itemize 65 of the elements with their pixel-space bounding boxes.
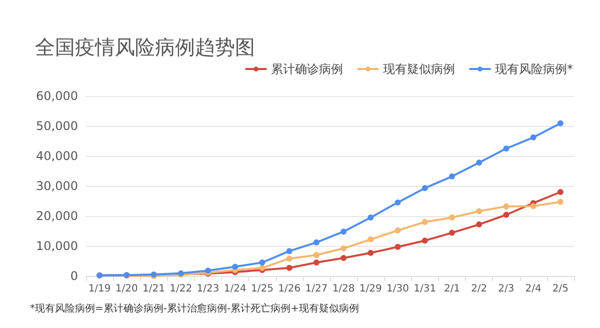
point xyxy=(557,189,564,195)
y-tick-label: 20,000 xyxy=(36,209,78,223)
x-tick-label: 1/27 xyxy=(305,284,328,294)
point xyxy=(530,203,536,210)
point xyxy=(232,264,238,270)
legend-label: 现有疑似病例 xyxy=(383,62,455,76)
point xyxy=(476,208,482,214)
y-tick-label: 40,000 xyxy=(36,149,78,163)
x-tick-label: 1/29 xyxy=(359,284,382,294)
chart-title: 全国疫情风险病例趋势图 xyxy=(35,35,255,59)
x-tick-label: 2/4 xyxy=(525,284,542,294)
point xyxy=(340,255,347,261)
point xyxy=(259,264,266,271)
x-tick-label: 2/1 xyxy=(444,284,460,294)
legend-label: 现有风险病例* xyxy=(495,62,573,76)
point xyxy=(313,260,320,266)
y-tick-label: 10,000 xyxy=(36,239,78,253)
x-tick-label: 1/23 xyxy=(196,284,220,294)
x-tick-label: 2/5 xyxy=(552,284,568,294)
point xyxy=(368,250,374,256)
point xyxy=(394,227,401,234)
point xyxy=(503,146,510,152)
x-tick-label: 1/21 xyxy=(142,284,166,294)
point xyxy=(286,248,292,254)
x-tick-label: 1/28 xyxy=(332,284,355,294)
point xyxy=(476,221,482,228)
point xyxy=(422,238,428,244)
point xyxy=(313,252,320,258)
x-tick-label: 2/2 xyxy=(471,284,488,294)
x-tick-label: 1/24 xyxy=(224,284,246,294)
x-tick-label: 1/31 xyxy=(414,284,436,294)
legend-label: 累计确诊病例 xyxy=(271,62,343,76)
point xyxy=(476,160,482,166)
point xyxy=(449,214,455,220)
x-tick-label: 1/20 xyxy=(115,284,138,294)
y-tick-label: 50,000 xyxy=(36,119,78,133)
point xyxy=(449,230,455,236)
point xyxy=(368,236,374,242)
point xyxy=(503,203,510,210)
point xyxy=(313,239,320,246)
point xyxy=(394,244,401,250)
y-tick-label: 0 xyxy=(70,269,78,283)
point xyxy=(286,264,292,271)
x-tick-label: 1/25 xyxy=(250,284,274,294)
point xyxy=(340,228,347,235)
point xyxy=(259,260,266,266)
y-tick-label: 30,000 xyxy=(36,179,78,193)
x-tick-label: 1/22 xyxy=(170,284,192,294)
point xyxy=(422,219,428,225)
point xyxy=(503,212,510,218)
point xyxy=(394,200,401,206)
point xyxy=(340,245,347,252)
point xyxy=(422,185,428,192)
x-tick-label: 1/19 xyxy=(88,284,111,294)
point xyxy=(530,134,536,140)
y-tick-label: 60,000 xyxy=(36,89,78,103)
point xyxy=(557,120,564,126)
point xyxy=(449,173,455,180)
x-tick-label: 1/26 xyxy=(278,284,301,294)
point xyxy=(368,214,374,220)
x-tick-label: 1/30 xyxy=(386,284,410,294)
point xyxy=(557,198,564,205)
text: *现有风险病例=累计确诊病例-累计治愈病例-累计死亡病例+现有疑似病例 xyxy=(30,302,359,314)
x-tick-label: 2/3 xyxy=(498,284,514,294)
point xyxy=(286,256,292,262)
